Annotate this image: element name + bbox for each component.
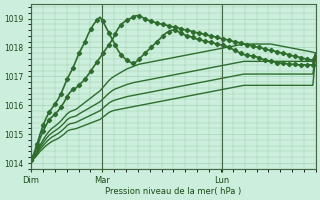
X-axis label: Pression niveau de la mer( hPa ): Pression niveau de la mer( hPa ) bbox=[105, 187, 242, 196]
